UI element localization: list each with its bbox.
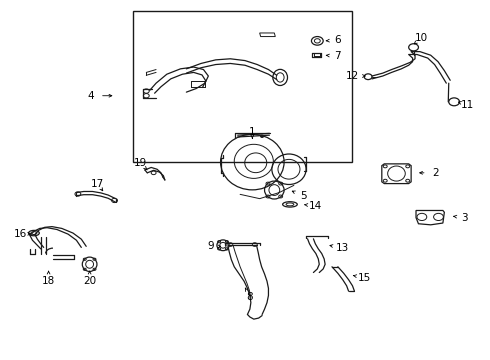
Text: 4: 4 (88, 91, 95, 101)
Text: 16: 16 (14, 229, 27, 239)
Text: 8: 8 (246, 292, 253, 302)
Text: 19: 19 (133, 158, 147, 168)
Text: 12: 12 (346, 71, 359, 81)
Text: 3: 3 (462, 213, 468, 222)
Text: 18: 18 (42, 276, 55, 286)
Text: 10: 10 (415, 33, 427, 43)
Text: 5: 5 (300, 191, 307, 201)
Circle shape (261, 135, 264, 137)
Text: 9: 9 (207, 241, 214, 251)
Text: 20: 20 (83, 276, 96, 286)
Text: 6: 6 (335, 35, 341, 45)
Text: 15: 15 (358, 273, 371, 283)
Text: 17: 17 (91, 179, 104, 189)
Text: 13: 13 (336, 243, 349, 253)
Text: 14: 14 (309, 201, 322, 211)
Text: 1: 1 (249, 127, 256, 136)
Text: 7: 7 (335, 51, 341, 61)
Text: 11: 11 (461, 100, 474, 110)
Bar (133, 12, 352, 162)
Text: 2: 2 (432, 168, 439, 178)
